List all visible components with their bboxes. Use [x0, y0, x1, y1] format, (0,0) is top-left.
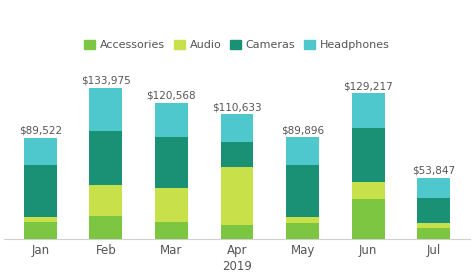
- Bar: [90, 184, 122, 216]
- Bar: [286, 137, 319, 165]
- Bar: [352, 93, 384, 128]
- Bar: [418, 178, 450, 198]
- Bar: [220, 166, 254, 225]
- Bar: [155, 137, 188, 188]
- Text: $53,847: $53,847: [412, 166, 456, 176]
- Bar: [24, 138, 56, 165]
- Text: $89,896: $89,896: [281, 125, 324, 135]
- Bar: [418, 198, 450, 223]
- Bar: [352, 199, 384, 238]
- X-axis label: 2019: 2019: [222, 260, 252, 273]
- Bar: [155, 222, 188, 238]
- Bar: [418, 229, 450, 238]
- Bar: [24, 217, 56, 222]
- Legend: Accessories, Audio, Cameras, Headphones: Accessories, Audio, Cameras, Headphones: [80, 36, 394, 55]
- Bar: [418, 223, 450, 229]
- Bar: [286, 223, 319, 238]
- Text: $133,975: $133,975: [81, 76, 131, 86]
- Bar: [24, 222, 56, 238]
- Bar: [155, 188, 188, 222]
- Bar: [220, 142, 254, 166]
- Bar: [90, 216, 122, 238]
- Text: $120,568: $120,568: [146, 91, 196, 101]
- Bar: [286, 165, 319, 217]
- Bar: [24, 165, 56, 217]
- Bar: [220, 114, 254, 142]
- Bar: [155, 103, 188, 137]
- Bar: [352, 128, 384, 182]
- Bar: [220, 225, 254, 238]
- Bar: [286, 217, 319, 223]
- Bar: [90, 131, 122, 184]
- Text: $89,522: $89,522: [18, 126, 62, 136]
- Text: $110,633: $110,633: [212, 102, 262, 112]
- Bar: [352, 182, 384, 199]
- Bar: [90, 88, 122, 131]
- Text: $129,217: $129,217: [343, 81, 393, 91]
